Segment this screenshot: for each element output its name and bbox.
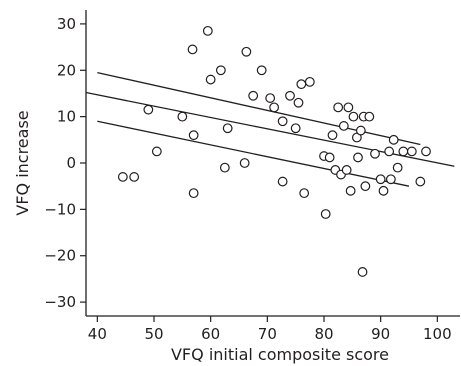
data-point xyxy=(269,102,280,113)
data-point xyxy=(333,102,344,113)
x-axis-title: VFQ initial composite score xyxy=(171,345,389,364)
data-point xyxy=(375,174,386,185)
data-point xyxy=(353,152,363,163)
data-point xyxy=(327,130,338,141)
data-point xyxy=(370,148,380,159)
data-point xyxy=(421,146,431,157)
data-point xyxy=(277,116,288,127)
data-point xyxy=(360,181,371,192)
data-point xyxy=(388,134,399,145)
y-tick-label: 20 xyxy=(57,61,76,79)
data-point xyxy=(364,111,375,122)
y-tick-label: −10 xyxy=(44,200,76,218)
data-point xyxy=(239,158,250,168)
regression-line xyxy=(85,91,455,167)
data-point xyxy=(355,125,366,136)
data-point xyxy=(348,111,359,122)
y-tick-label: −20 xyxy=(44,247,76,265)
data-point xyxy=(385,174,396,185)
data-point xyxy=(406,146,417,157)
data-point xyxy=(285,90,295,101)
y-tick-label: 0 xyxy=(66,154,76,172)
data-point xyxy=(202,25,213,36)
data-point xyxy=(277,176,288,187)
data-point xyxy=(345,185,356,196)
x-tick-label: 50 xyxy=(144,325,163,343)
data-point xyxy=(338,121,349,131)
data-point xyxy=(129,172,140,182)
data-point xyxy=(188,188,199,199)
x-tick-label: 80 xyxy=(314,325,333,343)
data-point xyxy=(415,176,426,187)
data-point xyxy=(188,130,199,141)
data-point xyxy=(151,146,162,157)
data-point xyxy=(296,79,307,90)
x-tick-label: 40 xyxy=(88,325,107,343)
data-point xyxy=(299,188,310,199)
data-point xyxy=(248,90,259,101)
data-point xyxy=(341,165,352,175)
data-point xyxy=(290,123,301,134)
data-point xyxy=(320,209,331,219)
data-point xyxy=(392,162,403,173)
data-point xyxy=(219,162,230,173)
y-tick-label: 10 xyxy=(57,108,76,126)
y-axis-title: VFQ increase xyxy=(13,110,32,215)
data-point xyxy=(378,185,389,196)
data-point xyxy=(256,65,267,76)
data-point xyxy=(222,123,233,134)
data-point xyxy=(304,76,315,87)
data-point xyxy=(177,111,188,122)
data-point xyxy=(357,267,368,277)
data-points-layer xyxy=(117,25,431,277)
data-point xyxy=(187,44,198,55)
data-point xyxy=(384,146,395,157)
data-point xyxy=(117,172,128,182)
x-tick-label: 90 xyxy=(371,325,390,343)
lower-confidence-band-line xyxy=(97,120,410,187)
data-point xyxy=(241,46,252,57)
data-point xyxy=(265,93,276,103)
data-point xyxy=(398,146,409,157)
data-point xyxy=(215,65,226,76)
x-tick-label: 100 xyxy=(423,325,452,343)
y-tick-label: 30 xyxy=(57,15,76,33)
data-point xyxy=(143,104,154,115)
data-point xyxy=(205,74,216,85)
y-tick-label: −30 xyxy=(44,293,76,311)
upper-confidence-band-line xyxy=(97,71,421,146)
data-point xyxy=(343,102,354,113)
x-tick-label: 70 xyxy=(258,325,277,343)
data-point xyxy=(324,152,335,163)
data-point xyxy=(293,97,304,108)
x-tick-label: 60 xyxy=(201,325,220,343)
